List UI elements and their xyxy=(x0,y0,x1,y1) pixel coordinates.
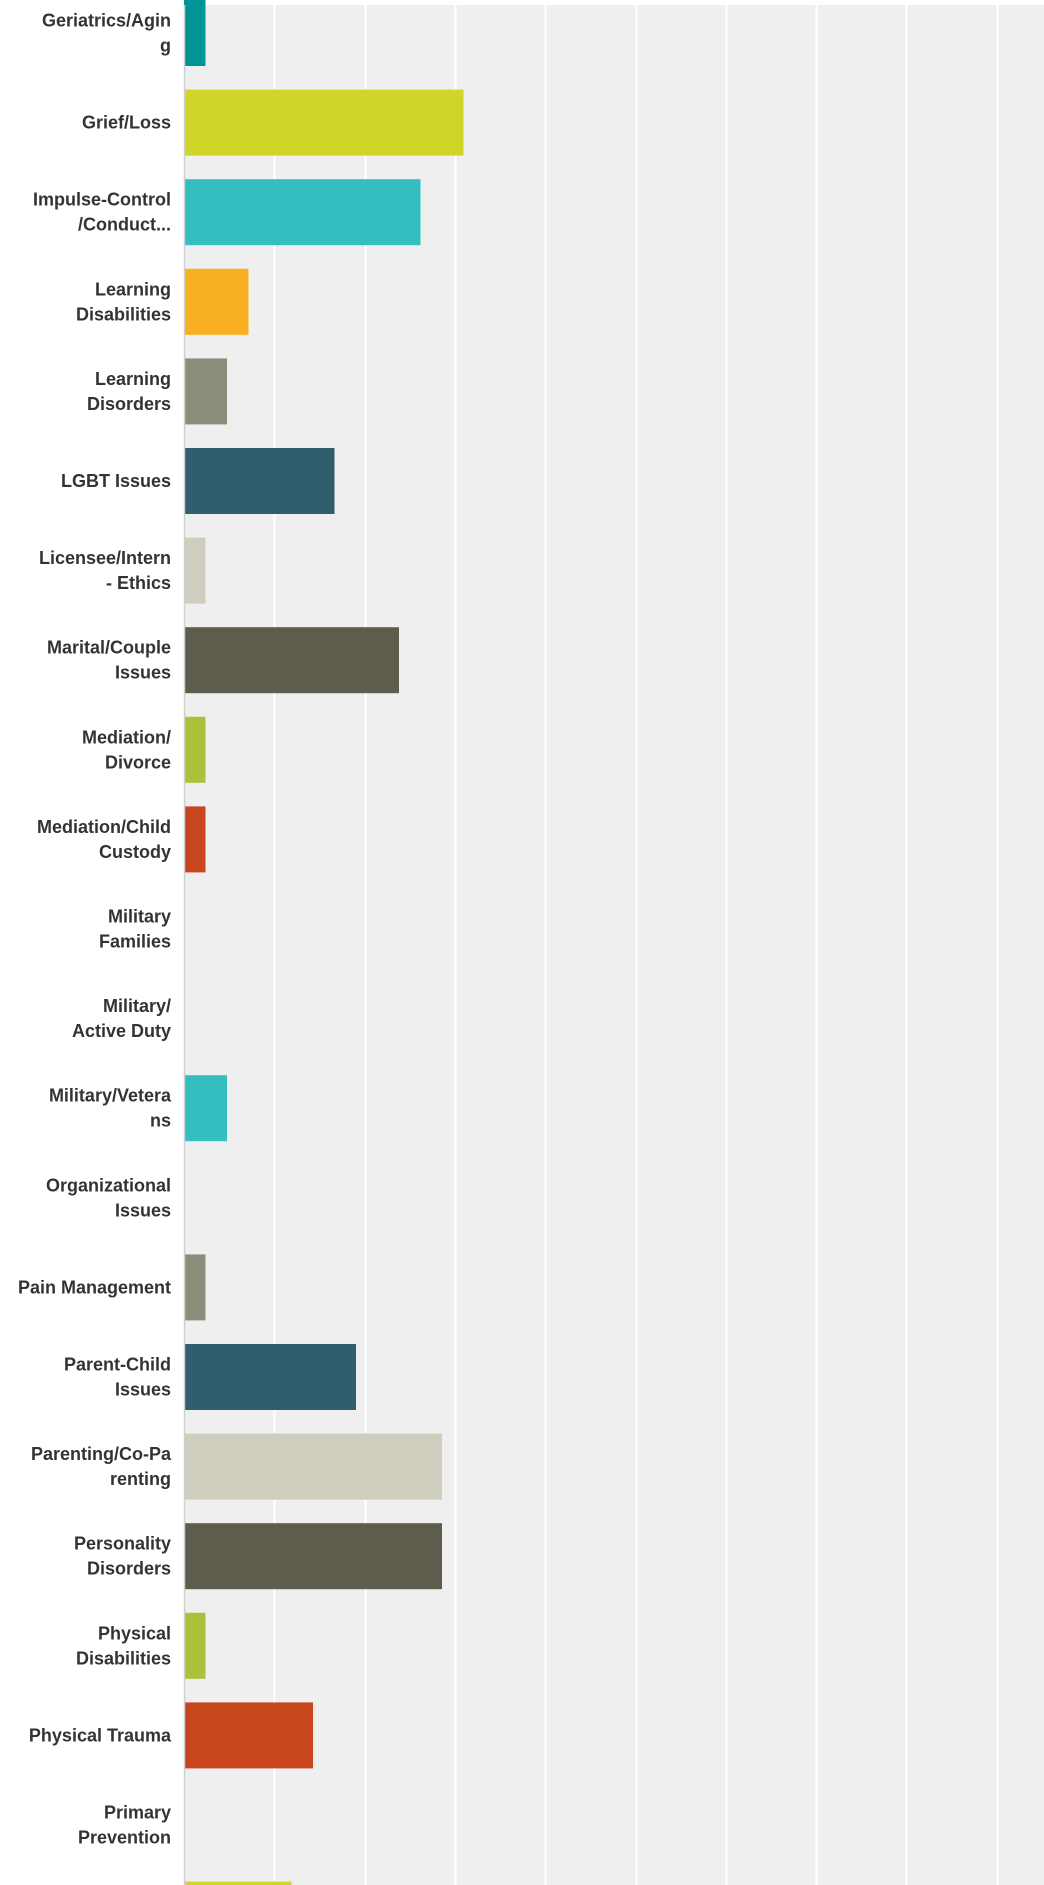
category-label-11: Military Families xyxy=(99,907,171,952)
category-label-line: Physical Trauma xyxy=(29,1725,172,1745)
category-label-line: Military/ xyxy=(103,996,171,1016)
category-label-line: Mediation/ xyxy=(82,727,171,747)
bar-6 xyxy=(184,448,335,514)
category-label-line: Parent-Child xyxy=(64,1355,171,1375)
category-label-1: Geriatrics/Agin g xyxy=(42,11,171,56)
bar-15 xyxy=(184,1254,206,1321)
category-label-16: Parent-Child Issues xyxy=(64,1355,171,1400)
category-label-4: Learning Disabilities xyxy=(76,279,171,324)
bar-16 xyxy=(184,1344,356,1410)
category-label-line: Custody xyxy=(99,842,171,862)
category-label-12: Military/Active Duty xyxy=(72,996,171,1041)
category-label-line: /Conduct... xyxy=(78,215,171,235)
bar-13 xyxy=(184,1075,227,1142)
bar-4 xyxy=(184,268,249,335)
category-label-line: ns xyxy=(150,1111,171,1131)
category-label-line: Learning xyxy=(95,369,171,389)
category-label-line: Divorce xyxy=(105,752,171,772)
category-label-7: Licensee/Intern - Ethics xyxy=(39,548,171,593)
category-label-line: Prevention xyxy=(78,1828,171,1848)
category-label-line: Military/Vetera xyxy=(49,1086,172,1106)
category-label-line: Military xyxy=(108,907,171,927)
category-label-line: - Ethics xyxy=(106,573,171,593)
bar-18 xyxy=(184,1523,442,1590)
category-label-line: renting xyxy=(110,1469,171,1489)
bar-5 xyxy=(184,358,227,425)
category-label-line: Impulse-Control xyxy=(33,190,171,210)
category-label-18: Personality Disorders xyxy=(74,1534,171,1579)
category-label-line: Grief/Loss xyxy=(82,113,171,133)
bar-8 xyxy=(184,627,399,694)
category-label-5: Learning Disorders xyxy=(87,369,171,414)
category-label-line: LGBT Issues xyxy=(61,471,171,491)
category-label-line: g xyxy=(160,36,171,56)
category-label-10: Mediation/Child Custody xyxy=(37,817,171,862)
category-label-line: Primary xyxy=(104,1803,171,1823)
category-label-20: Physical Trauma xyxy=(29,1725,172,1745)
bar-10 xyxy=(184,806,206,873)
category-label-line: Physical xyxy=(98,1623,171,1643)
bar-19 xyxy=(184,1612,206,1679)
category-label-line: Issues xyxy=(115,1200,171,1220)
category-label-line: Marital/Couple xyxy=(47,638,171,658)
category-label-14: Organizational Issues xyxy=(46,1175,171,1220)
category-label-3: Impulse-Control/Conduct... xyxy=(33,190,171,235)
category-label-line: Issues xyxy=(115,663,171,683)
category-label-line: Issues xyxy=(115,1380,171,1400)
category-label-line: Personality xyxy=(74,1534,171,1554)
category-label-21: Primary Prevention xyxy=(78,1803,171,1848)
category-label-17: Parenting/Co-Pa renting xyxy=(31,1444,172,1489)
category-label-15: Pain Management xyxy=(18,1277,171,1297)
category-label-19: Physical Disabilities xyxy=(76,1623,171,1668)
category-label-line: Families xyxy=(99,932,171,952)
bar-3 xyxy=(184,179,421,246)
bar-1 xyxy=(184,0,206,66)
bar-20 xyxy=(184,1702,313,1769)
category-label-6: LGBT Issues xyxy=(61,471,171,491)
bar-22 xyxy=(184,1881,292,1885)
category-label-line: Geriatrics/Agin xyxy=(42,11,171,31)
category-label-line: Licensee/Intern xyxy=(39,548,171,568)
category-label-line: Mediation/Child xyxy=(37,817,171,837)
bar-7 xyxy=(184,537,206,604)
category-label-9: Mediation/Divorce xyxy=(82,727,171,772)
category-label-line: Parenting/Co-Pa xyxy=(31,1444,172,1464)
category-label-line: Disabilities xyxy=(76,1648,171,1668)
category-label-line: Active Duty xyxy=(72,1021,171,1041)
category-label-line: Disorders xyxy=(87,1559,171,1579)
category-label-line: Learning xyxy=(95,279,171,299)
category-label-line: Disorders xyxy=(87,394,171,414)
plot-background xyxy=(184,5,1044,1885)
bar-9 xyxy=(184,716,206,783)
bar-17 xyxy=(184,1433,442,1500)
category-label-line: Pain Management xyxy=(18,1277,171,1297)
category-label-13: Military/Vetera ns xyxy=(49,1086,172,1131)
category-label-2: Grief/Loss xyxy=(82,113,171,133)
category-label-8: Marital/Couple Issues xyxy=(47,638,171,683)
category-label-line: Disabilities xyxy=(76,304,171,324)
bar-2 xyxy=(184,89,464,156)
category-label-line: Organizational xyxy=(46,1175,171,1195)
